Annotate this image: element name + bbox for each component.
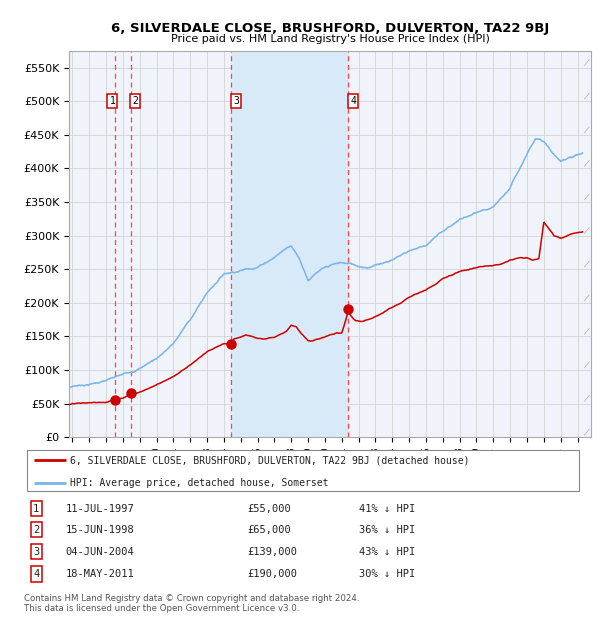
Text: 4: 4: [33, 569, 40, 579]
Text: £55,000: £55,000: [247, 503, 291, 513]
Text: 6, SILVERDALE CLOSE, BRUSHFORD, DULVERTON, TA22 9BJ (detached house): 6, SILVERDALE CLOSE, BRUSHFORD, DULVERTO…: [70, 455, 469, 466]
Text: 3: 3: [233, 96, 239, 106]
Text: 18-MAY-2011: 18-MAY-2011: [66, 569, 134, 579]
Text: £65,000: £65,000: [247, 525, 291, 534]
Text: 04-JUN-2004: 04-JUN-2004: [66, 547, 134, 557]
Text: 1: 1: [33, 503, 40, 513]
Text: 41% ↓ HPI: 41% ↓ HPI: [359, 503, 415, 513]
Text: 11-JUL-1997: 11-JUL-1997: [66, 503, 134, 513]
Text: 2: 2: [33, 525, 40, 534]
Text: £139,000: £139,000: [247, 547, 297, 557]
Text: 2: 2: [132, 96, 138, 106]
Text: 3: 3: [33, 547, 40, 557]
Text: 30% ↓ HPI: 30% ↓ HPI: [359, 569, 415, 579]
Text: £190,000: £190,000: [247, 569, 297, 579]
Text: Contains HM Land Registry data © Crown copyright and database right 2024.: Contains HM Land Registry data © Crown c…: [24, 594, 359, 603]
Text: 43% ↓ HPI: 43% ↓ HPI: [359, 547, 415, 557]
Text: 15-JUN-1998: 15-JUN-1998: [66, 525, 134, 534]
Text: HPI: Average price, detached house, Somerset: HPI: Average price, detached house, Some…: [70, 478, 328, 488]
Text: Price paid vs. HM Land Registry's House Price Index (HPI): Price paid vs. HM Land Registry's House …: [170, 34, 490, 44]
FancyBboxPatch shape: [27, 450, 579, 490]
Text: 1: 1: [109, 96, 115, 106]
Text: 36% ↓ HPI: 36% ↓ HPI: [359, 525, 415, 534]
Text: 4: 4: [350, 96, 356, 106]
Text: 6, SILVERDALE CLOSE, BRUSHFORD, DULVERTON, TA22 9BJ: 6, SILVERDALE CLOSE, BRUSHFORD, DULVERTO…: [111, 22, 549, 35]
Text: This data is licensed under the Open Government Licence v3.0.: This data is licensed under the Open Gov…: [24, 604, 299, 613]
